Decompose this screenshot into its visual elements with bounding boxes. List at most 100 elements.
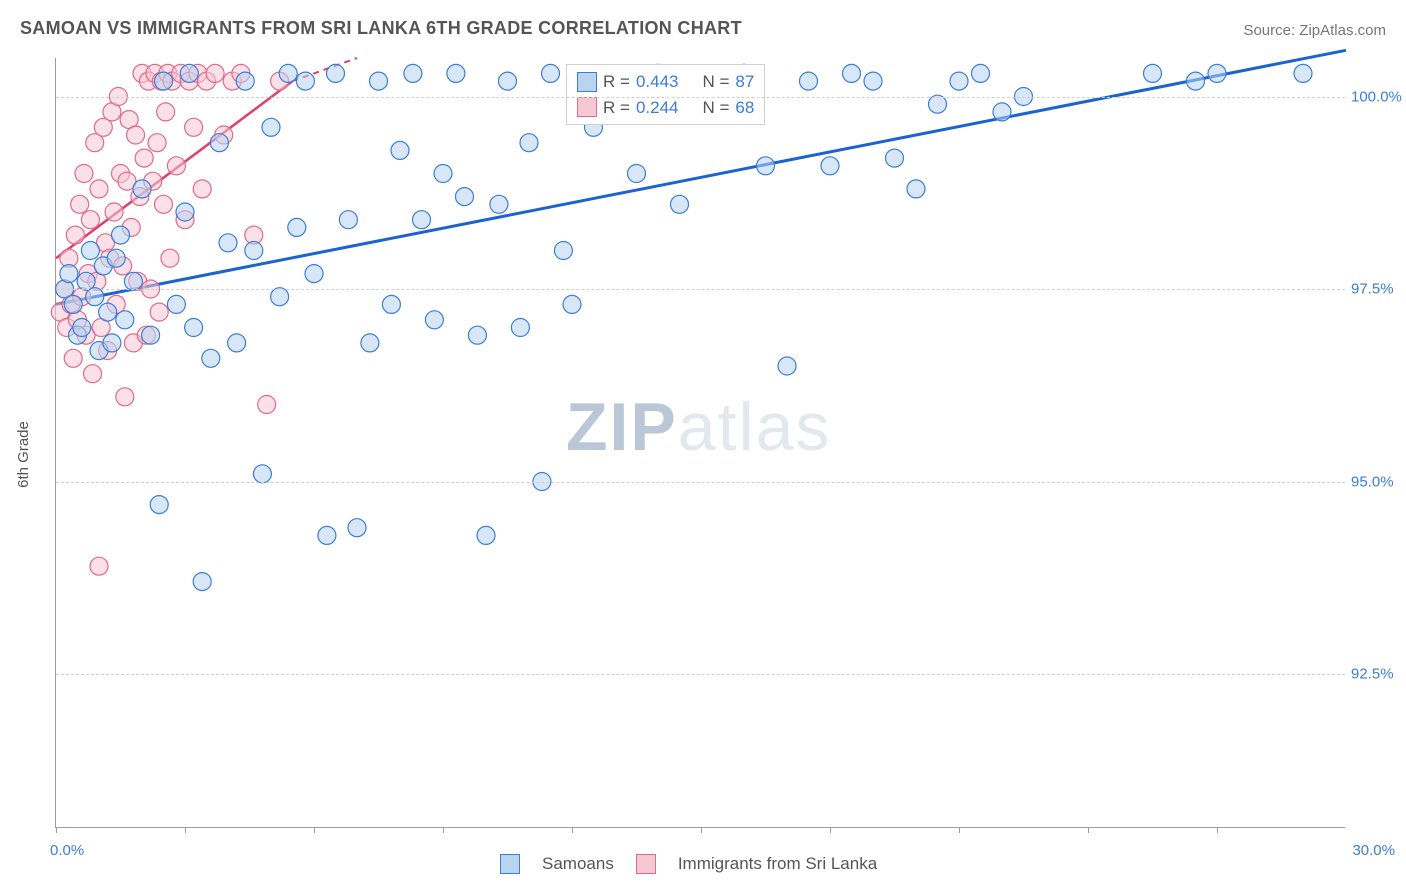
point-series-a [124, 272, 142, 290]
ytick-label: 95.0% [1351, 473, 1403, 490]
chart-svg [56, 58, 1345, 827]
xtick [830, 827, 831, 833]
point-series-a [907, 180, 925, 198]
point-series-a [477, 526, 495, 544]
n-label: N = [702, 95, 729, 121]
point-series-a [778, 357, 796, 375]
point-series-a [202, 349, 220, 367]
point-series-a [950, 72, 968, 90]
point-series-a [993, 103, 1011, 121]
point-series-a [99, 303, 117, 321]
point-series-b [90, 557, 108, 575]
point-series-a [628, 165, 646, 183]
point-series-a [757, 157, 775, 175]
point-series-a [245, 242, 263, 260]
point-series-a [228, 334, 246, 352]
point-series-a [86, 288, 104, 306]
point-series-a [490, 195, 508, 213]
point-series-a [112, 226, 130, 244]
xtick [443, 827, 444, 833]
point-series-a [843, 64, 861, 82]
xtick [1217, 827, 1218, 833]
source-label: Source: ZipAtlas.com [1243, 22, 1386, 39]
point-series-b [258, 396, 276, 414]
point-series-a [142, 326, 160, 344]
point-series-a [821, 157, 839, 175]
legend-swatch-a [577, 72, 597, 92]
gridline [56, 97, 1345, 98]
xtick [959, 827, 960, 833]
point-series-b [84, 365, 102, 383]
point-series-a [563, 295, 581, 313]
legend-label-a: Samoans [542, 854, 614, 874]
xtick [701, 827, 702, 833]
point-series-a [116, 311, 134, 329]
r-label: R = [603, 69, 630, 95]
xtick [1088, 827, 1089, 833]
point-series-a [929, 95, 947, 113]
point-series-a [520, 134, 538, 152]
point-series-b [167, 157, 185, 175]
legend-swatch-b [636, 854, 656, 874]
point-series-a [167, 295, 185, 313]
point-series-b [116, 388, 134, 406]
point-series-a [370, 72, 388, 90]
point-series-a [468, 326, 486, 344]
point-series-a [318, 526, 336, 544]
point-series-a [262, 118, 280, 136]
point-series-b [185, 118, 203, 136]
point-series-a [382, 295, 400, 313]
point-series-b [75, 165, 93, 183]
point-series-b [148, 134, 166, 152]
point-series-a [671, 195, 689, 213]
xtick-label: 0.0% [50, 842, 84, 859]
point-series-b [135, 149, 153, 167]
point-series-a [73, 319, 91, 337]
xtick [185, 827, 186, 833]
chart-title: SAMOAN VS IMMIGRANTS FROM SRI LANKA 6TH … [20, 18, 742, 39]
title-bar: SAMOAN VS IMMIGRANTS FROM SRI LANKA 6TH … [20, 18, 1386, 39]
point-series-a [434, 165, 452, 183]
point-series-a [150, 496, 168, 514]
point-series-a [180, 64, 198, 82]
point-series-a [447, 64, 465, 82]
point-series-a [425, 311, 443, 329]
point-series-a [253, 465, 271, 483]
point-series-b [161, 249, 179, 267]
point-series-a [1294, 64, 1312, 82]
point-series-a [193, 573, 211, 591]
r-value-a: 0.443 [636, 69, 679, 95]
xtick [314, 827, 315, 833]
gridline [56, 289, 1345, 290]
point-series-b [206, 64, 224, 82]
point-series-a [103, 334, 121, 352]
point-series-a [81, 242, 99, 260]
point-series-a [176, 203, 194, 221]
point-series-b [157, 103, 175, 121]
legend-stats: R = 0.443 N = 87 R = 0.244 N = 68 [566, 64, 765, 125]
point-series-a [456, 188, 474, 206]
legend-stats-row-a: R = 0.443 N = 87 [577, 69, 754, 95]
gridline [56, 674, 1345, 675]
n-value-a: 87 [735, 69, 754, 95]
n-value-b: 68 [735, 95, 754, 121]
xtick [56, 827, 57, 833]
n-label: N = [702, 69, 729, 95]
point-series-b [155, 195, 173, 213]
xtick-label: 30.0% [1352, 842, 1395, 859]
point-series-a [133, 180, 151, 198]
point-series-b [71, 195, 89, 213]
point-series-a [413, 211, 431, 229]
legend-swatch-b [577, 97, 597, 117]
legend-swatch-a [500, 854, 520, 874]
point-series-b [193, 180, 211, 198]
point-series-a [511, 319, 529, 337]
point-series-a [499, 72, 517, 90]
point-series-a [1208, 64, 1226, 82]
point-series-a [288, 218, 306, 236]
point-series-a [327, 64, 345, 82]
point-series-a [219, 234, 237, 252]
point-series-a [1144, 64, 1162, 82]
point-series-b [64, 349, 82, 367]
chart-plot-area: ZIPatlas R = 0.443 N = 87 R = 0.244 N = … [55, 58, 1345, 828]
